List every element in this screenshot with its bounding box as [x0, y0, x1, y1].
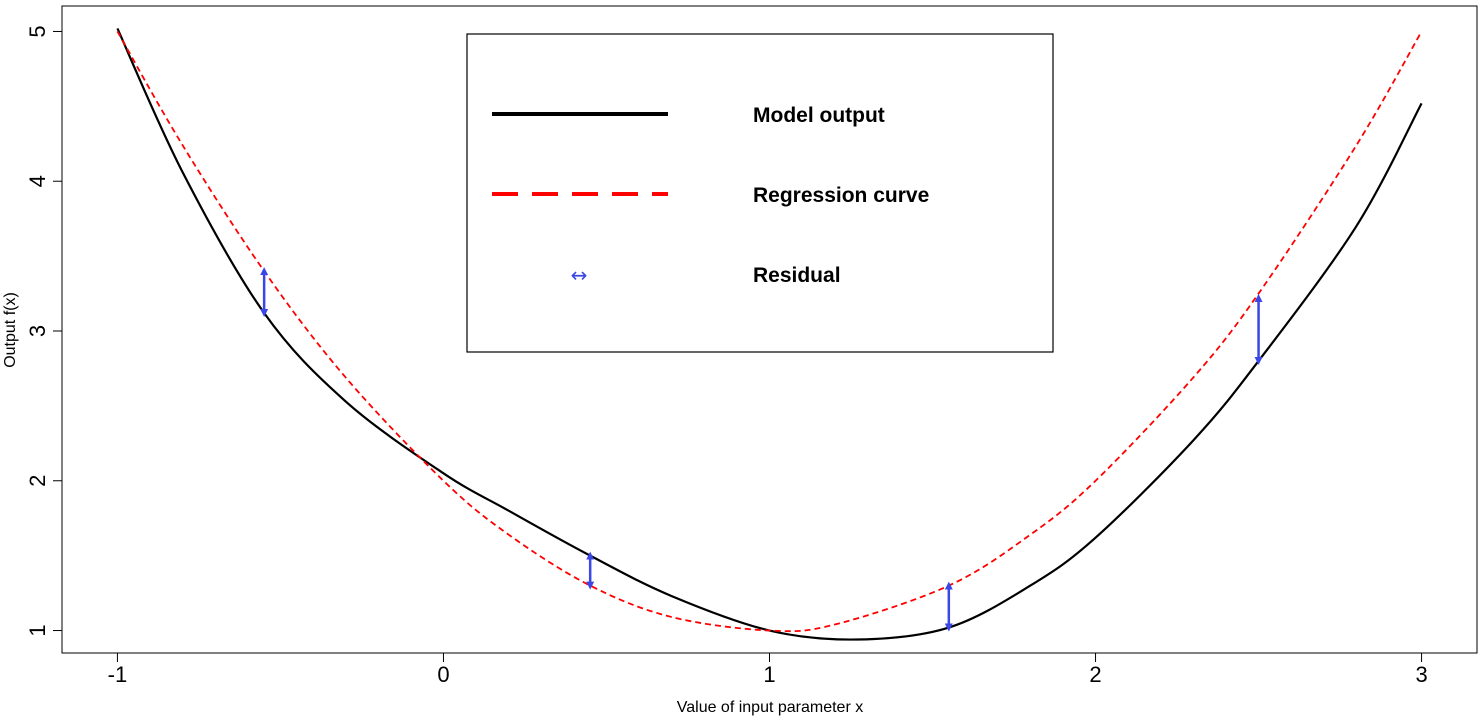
legend-label-residual: Residual: [753, 264, 841, 287]
x-tick-label: 3: [1415, 662, 1427, 687]
residual-layer: [260, 267, 1263, 632]
y-tick-label: 2: [25, 475, 50, 487]
x-axis: -1 0 1 2 3: [108, 653, 1428, 687]
legend-label-regression-curve: Regression curve: [753, 184, 929, 207]
y-tick-label: 1: [25, 624, 50, 636]
series-layer: [116, 28, 1423, 641]
x-tick-label: -1: [108, 662, 128, 687]
x-axis-title: Value of input parameter x: [677, 699, 863, 716]
y-tick-label: 5: [25, 25, 50, 37]
x-tick-label: 0: [437, 662, 449, 687]
y-axis: 1 2 3 4 5: [25, 25, 62, 637]
legend: Model output Regression curve ↔ Residual: [466, 33, 1054, 353]
legend-symbol-residual-icon: ↔: [571, 263, 588, 287]
legend-box: [466, 33, 1054, 353]
y-axis-title: Output f(x): [2, 292, 19, 368]
y-tick-label: 4: [25, 175, 50, 187]
x-tick-label: 2: [1089, 662, 1101, 687]
y-tick-label: 3: [25, 325, 50, 337]
legend-label-model-output: Model output: [753, 104, 885, 127]
x-tick-label: 1: [763, 662, 775, 687]
regression-curve-line: [116, 31, 1423, 633]
